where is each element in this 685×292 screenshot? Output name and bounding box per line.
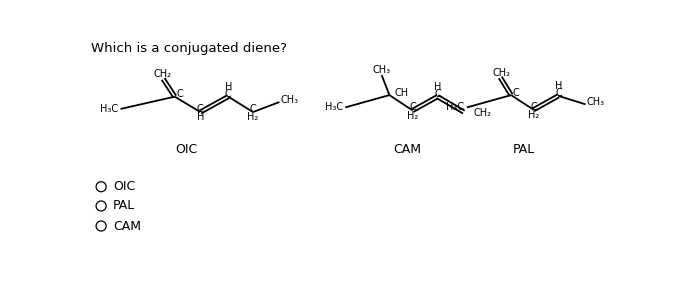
- Text: H: H: [225, 82, 232, 92]
- Text: H: H: [555, 81, 562, 91]
- Text: OIC: OIC: [175, 142, 197, 156]
- Text: Which is a conjugated diene?: Which is a conjugated diene?: [91, 42, 287, 55]
- Text: H₃C: H₃C: [447, 102, 464, 112]
- Text: PAL: PAL: [113, 199, 135, 213]
- Text: C: C: [197, 104, 203, 114]
- Text: CH₃: CH₃: [280, 95, 298, 105]
- Text: CH₂: CH₂: [492, 68, 510, 78]
- Text: C: C: [410, 102, 416, 112]
- Text: C: C: [249, 104, 256, 114]
- Text: CAM: CAM: [393, 142, 421, 156]
- Text: C: C: [530, 102, 537, 112]
- Text: C: C: [434, 88, 441, 99]
- Text: CH: CH: [394, 88, 408, 98]
- Text: CH₃: CH₃: [373, 65, 390, 75]
- Text: CH₂: CH₂: [153, 69, 171, 79]
- Text: CH₂: CH₂: [473, 108, 491, 118]
- Text: C: C: [225, 88, 232, 99]
- Text: H₂: H₂: [407, 111, 419, 121]
- Text: C: C: [512, 88, 519, 98]
- Text: C: C: [176, 89, 183, 99]
- Text: H₂: H₂: [247, 112, 259, 122]
- Text: H₃C: H₃C: [100, 104, 119, 114]
- Text: H: H: [434, 82, 441, 92]
- Text: OIC: OIC: [113, 180, 135, 193]
- Text: CH₃: CH₃: [586, 97, 604, 107]
- Text: CAM: CAM: [113, 220, 140, 232]
- Text: PAL: PAL: [512, 142, 534, 156]
- Text: C: C: [555, 88, 562, 98]
- Text: H: H: [197, 112, 204, 122]
- Text: H₃C: H₃C: [325, 102, 343, 112]
- Text: H₂: H₂: [528, 110, 539, 120]
